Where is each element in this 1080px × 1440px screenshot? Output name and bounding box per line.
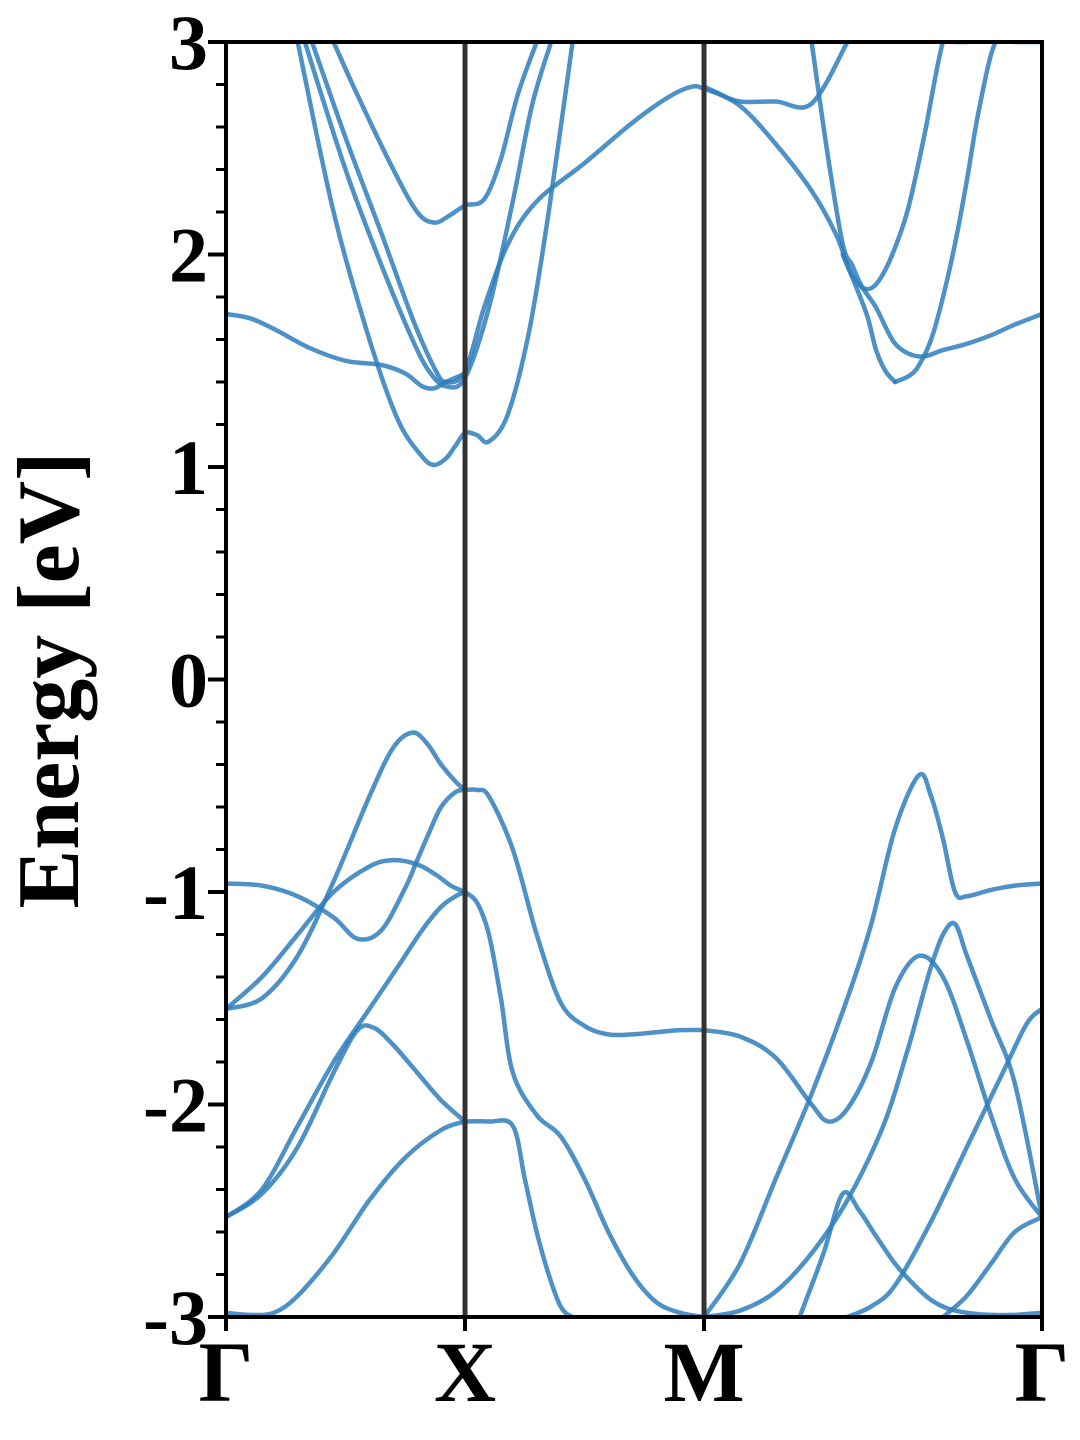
y-tick-label: 0: [169, 637, 208, 724]
y-tick-label: -3: [143, 1274, 208, 1361]
band-line-11: [462, 787, 707, 1038]
band-line-22: [797, 1189, 1042, 1317]
band-line-4: [309, 42, 850, 385]
band-line-18: [226, 1119, 468, 1317]
band-line-14: [462, 889, 707, 1317]
band-line-1: [226, 311, 468, 391]
band-line-17: [462, 1118, 587, 1317]
band-line-3: [302, 42, 554, 390]
band-lines: [226, 42, 1042, 1317]
y-tick-label: -1: [143, 849, 208, 936]
band-line-24: [940, 1214, 1042, 1317]
band-line-6: [701, 84, 898, 385]
band-line-2: [295, 42, 575, 468]
band-line-10: [226, 730, 468, 1012]
y-tick-label: 1: [169, 424, 208, 511]
band-line-19: [701, 953, 1042, 1220]
high-symmetry-lines: [462, 42, 707, 1317]
y-tick-label: -2: [143, 1062, 208, 1149]
x-tick-label: M: [663, 1324, 744, 1420]
band-line-13: [226, 857, 468, 1012]
band-line-20: [701, 771, 1042, 1317]
band-line-8: [840, 42, 970, 292]
y-axis-ticks: -3 -2 -1 0 1 2 3: [143, 0, 226, 1361]
x-tick-label: Γ: [1015, 1324, 1070, 1420]
band-line-9: [892, 42, 1042, 385]
band-line-15: [226, 889, 468, 1220]
band-line-7: [809, 42, 1042, 359]
y-tick-label: 3: [169, 0, 208, 86]
y-tick-label: 2: [169, 212, 208, 299]
plot-frame: [224, 40, 1044, 1319]
x-tick-label: X: [434, 1324, 496, 1420]
y-axis-label: Energy [eV]: [1, 452, 98, 909]
band-line-23: [845, 1006, 1042, 1317]
band-line-12: [226, 787, 468, 942]
x-tick-label: Γ: [199, 1324, 254, 1420]
band-line-16: [226, 1023, 468, 1220]
band-line-5: [331, 42, 539, 225]
band-line-21: [701, 920, 1042, 1317]
